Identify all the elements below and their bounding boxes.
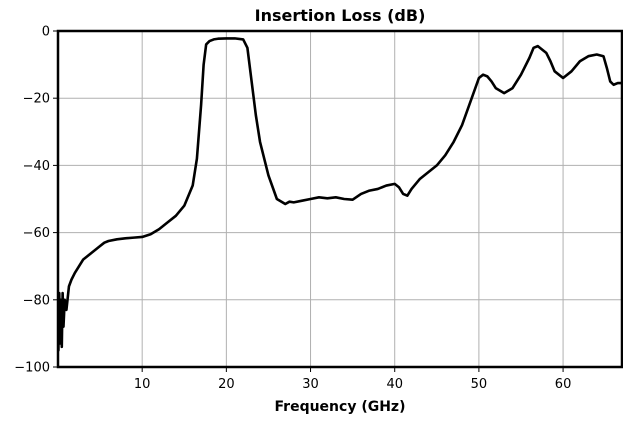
y-tick-label: −20 [23,92,50,107]
y-tick-label: −100 [14,361,50,376]
x-tick-label: 60 [555,377,572,392]
x-tick-label: 10 [134,377,151,392]
ticks: 10 20 30 40 50 60 0 −20 −40 −60 −80 −100 [14,25,571,393]
y-tick-label: 0 [42,25,50,40]
plot-frame [56,29,623,369]
series-layer [58,37,622,352]
y-tick-label: −60 [23,226,50,241]
x-tick-label: 50 [471,377,488,392]
x-tick-label: 30 [302,377,319,392]
series-line [58,37,622,352]
chart-title: Insertion Loss (dB) [255,6,426,25]
x-axis-title: Frequency (GHz) [275,399,406,415]
y-tick-label: −40 [23,159,50,174]
x-tick-label: 20 [218,377,235,392]
y-tick-label: −80 [23,293,50,308]
x-tick-label: 40 [386,377,403,392]
